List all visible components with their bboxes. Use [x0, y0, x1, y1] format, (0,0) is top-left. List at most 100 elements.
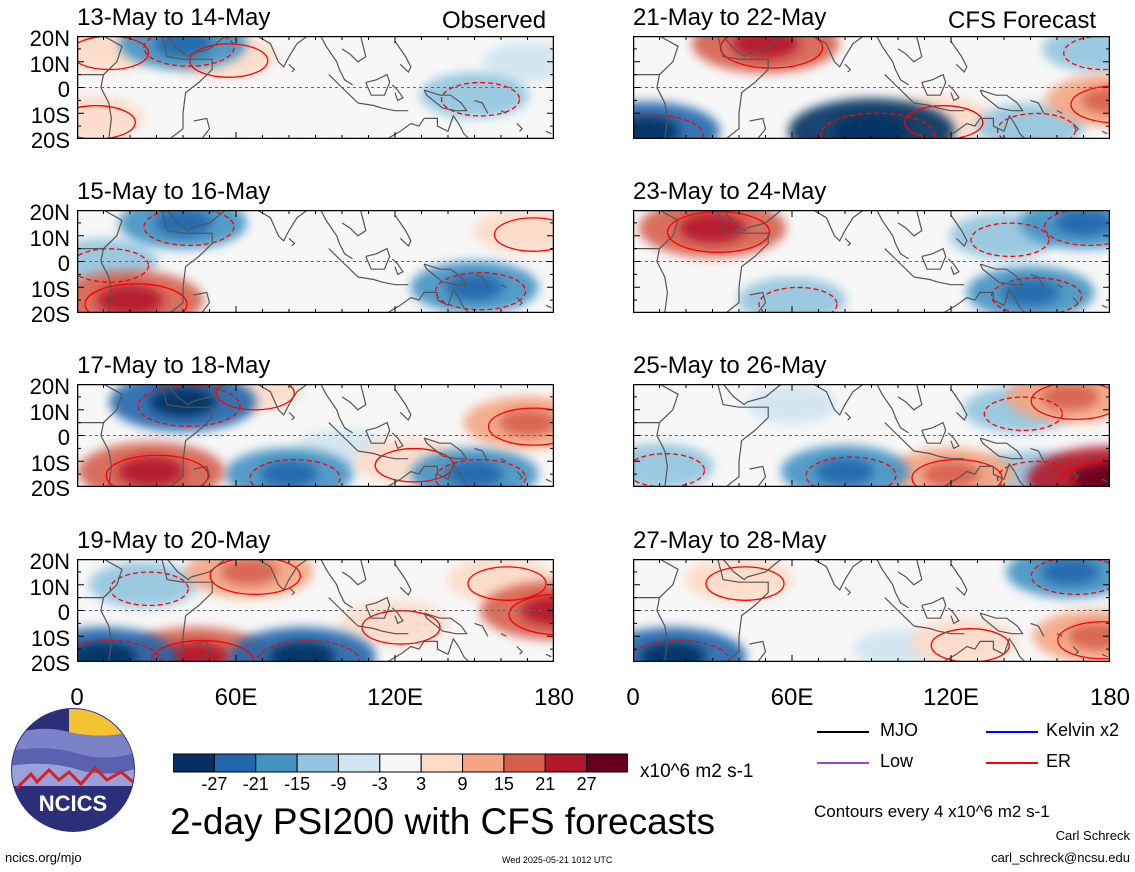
- map-panel-4: [77, 559, 554, 662]
- y-tick-label: 10N: [29, 400, 70, 425]
- er-contour: [1058, 460, 1110, 487]
- coastline: [193, 117, 211, 139]
- coastline: [166, 36, 192, 58]
- er-contour: [758, 286, 838, 313]
- coastline: [193, 291, 211, 313]
- coastline: [876, 210, 909, 260]
- coastline: [288, 586, 296, 596]
- coastline: [884, 74, 915, 104]
- panel-title-6: 23-May to 24-May: [633, 178, 827, 205]
- anomaly-cell: [270, 98, 361, 139]
- coastline: [897, 36, 923, 63]
- coastline: [500, 110, 507, 114]
- coastline: [1056, 458, 1063, 462]
- er-contour: [1070, 85, 1110, 124]
- colorbar-label: -9: [330, 774, 347, 794]
- coastline: [1072, 123, 1080, 132]
- coastline: [500, 633, 507, 637]
- colorbar-label: 21: [535, 774, 556, 794]
- coastline: [950, 563, 968, 596]
- anomaly-core: [260, 461, 318, 487]
- coastline: [921, 247, 947, 270]
- coastline: [391, 607, 404, 625]
- anomaly-cell: [853, 267, 943, 307]
- map-panel-6: [633, 210, 1110, 313]
- x-tick-label: 180: [1089, 684, 1131, 711]
- coastline: [812, 210, 864, 242]
- coastline: [77, 210, 123, 250]
- er-contour: [1043, 210, 1110, 247]
- y-tick-label: 0: [57, 77, 70, 102]
- anomaly-core: [220, 559, 279, 585]
- coastline: [423, 89, 468, 112]
- y-tick-label: 0: [57, 251, 70, 276]
- panel-title-7: 25-May to 26-May: [633, 352, 827, 379]
- coastline: [884, 422, 915, 452]
- anomaly-core: [163, 642, 230, 662]
- coastline: [100, 248, 113, 313]
- y-tick-label: 20S: [30, 128, 70, 153]
- coastline: [812, 384, 864, 416]
- panel-title-4: 19-May to 20-May: [77, 527, 271, 554]
- coastline: [357, 625, 409, 635]
- panel-title-8: 27-May to 28-May: [633, 527, 827, 554]
- colorbar-segment: [586, 753, 629, 773]
- anomaly-core: [1001, 279, 1060, 306]
- coastline: [1056, 110, 1063, 114]
- anomaly-cell: [420, 72, 529, 119]
- er-contour: [508, 593, 554, 636]
- coastline: [913, 625, 965, 635]
- coastline: [166, 210, 192, 232]
- observed-label: Observed: [442, 7, 547, 34]
- coastline: [161, 36, 213, 139]
- coastline: [884, 248, 915, 278]
- coastline: [500, 458, 507, 462]
- anomaly-core: [77, 642, 137, 662]
- coastline: [77, 384, 123, 424]
- coastline: [897, 384, 923, 411]
- er-contour: [109, 571, 189, 607]
- y-tick-label: 20N: [29, 374, 70, 399]
- colorbar-label: -3: [371, 774, 388, 794]
- coastline: [1072, 646, 1080, 655]
- coastline: [474, 99, 489, 114]
- coastline: [633, 384, 679, 424]
- anomaly-core: [816, 458, 874, 485]
- coastline: [545, 478, 552, 483]
- er-contour: [143, 210, 235, 247]
- er-contour: [904, 105, 984, 139]
- coastline: [876, 36, 909, 86]
- coastline: [341, 210, 367, 237]
- coastline: [166, 384, 192, 406]
- coastline: [376, 114, 470, 139]
- source-url[interactable]: ncics.org/mjo: [5, 850, 82, 865]
- coastline: [947, 607, 960, 625]
- coastline: [932, 637, 1026, 662]
- coastline: [190, 36, 226, 55]
- coastline: [812, 36, 864, 68]
- anomaly-core: [834, 114, 909, 139]
- colorbar-label: -27: [201, 774, 228, 794]
- coastline: [394, 563, 412, 596]
- coastline: [365, 421, 391, 444]
- coastline: [656, 74, 669, 139]
- anomaly-core: [922, 461, 980, 487]
- coastline: [394, 214, 412, 247]
- anomaly-core: [1067, 623, 1110, 650]
- colorbar-label: 15: [493, 774, 514, 794]
- anomaly-core: [633, 116, 680, 139]
- panel-title-3: 17-May to 18-May: [77, 352, 271, 379]
- coastline: [947, 432, 960, 450]
- coastline: [256, 384, 308, 416]
- colorbar-segment: [213, 753, 257, 773]
- coastline: [932, 288, 1026, 313]
- coastline: [844, 237, 852, 247]
- coastline: [161, 384, 213, 487]
- coastline: [947, 258, 960, 276]
- coastline: [1056, 633, 1063, 637]
- main-title: 2-day PSI200 with CFS forecasts: [170, 801, 715, 842]
- coastline: [341, 36, 367, 63]
- coastline: [545, 130, 552, 135]
- x-tick-label: 120E: [366, 684, 424, 711]
- coastline: [932, 114, 1026, 139]
